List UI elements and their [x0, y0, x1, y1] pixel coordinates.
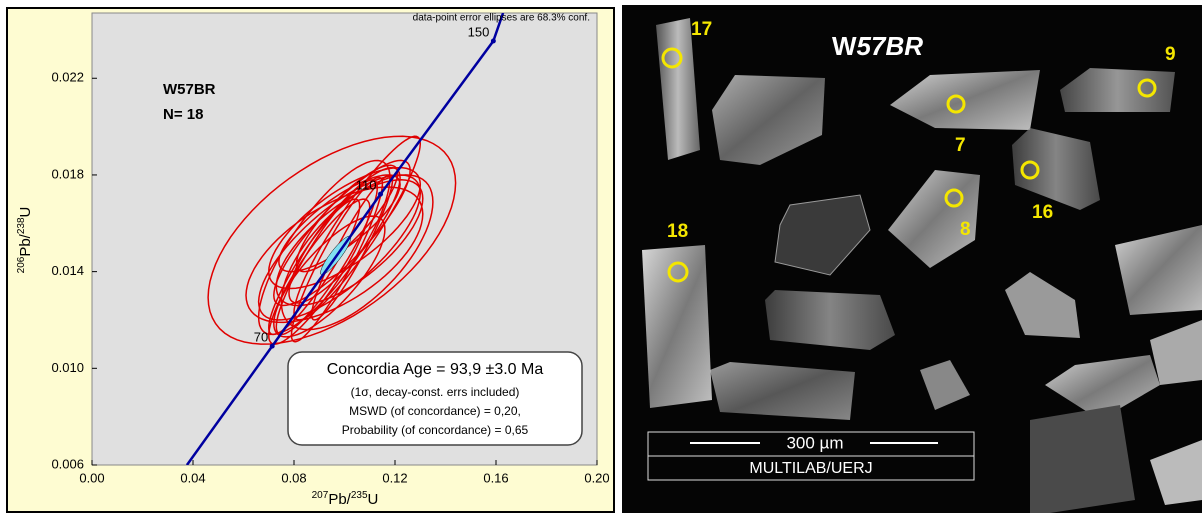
- grain: [765, 290, 895, 350]
- x-tick-label: 0.16: [483, 470, 508, 485]
- lab-label: MULTILAB/UERJ: [749, 460, 872, 477]
- x-tick-label: 0.08: [281, 470, 306, 485]
- scale-label: 300 µm: [786, 433, 843, 452]
- x-tick-label: 0.20: [584, 470, 609, 485]
- sample-label: W57BR: [163, 81, 216, 98]
- y-tick-label: 0.010: [51, 360, 84, 375]
- x-label-part: 235: [351, 490, 368, 501]
- grain: [642, 245, 712, 408]
- spot-label: 8: [960, 219, 971, 240]
- y-label-part: Pb/: [17, 233, 34, 256]
- y-tick-label: 0.014: [51, 263, 84, 278]
- cl-image: 17 9 7 8 16 18 W57BR 300 µm MULTILAB/UER…: [622, 5, 1202, 513]
- y-label-part: 206: [16, 256, 27, 273]
- spot-label: 9: [1165, 44, 1176, 65]
- result-line: Probability (of concordance) = 0,65: [342, 423, 529, 437]
- result-box: Concordia Age = 93,9 ±3.0 Ma (1σ, decay-…: [288, 352, 582, 445]
- result-line: Concordia Age = 93,9 ±3.0 Ma: [327, 361, 544, 378]
- age-mark: [491, 39, 496, 44]
- n-label: N= 18: [163, 106, 203, 123]
- grain: [1030, 405, 1135, 513]
- spot-label: 7: [955, 135, 966, 156]
- x-tick-label: 0.00: [79, 470, 104, 485]
- figure: data-point error ellipses are 68.3% conf…: [0, 0, 1202, 513]
- age-label: 110: [356, 178, 377, 193]
- image-title-part: W: [832, 31, 857, 61]
- result-line: MSWD (of concordance) = 0,20,: [349, 404, 521, 418]
- age-mark: [270, 344, 275, 349]
- y-label-part: U: [17, 207, 34, 218]
- age-label: 150: [468, 24, 490, 39]
- age-label: 70: [254, 330, 268, 345]
- age-mark: [378, 192, 383, 197]
- page: {"chart_data": {"type": "concordia", "no…: [0, 0, 1202, 513]
- y-tick-label: 0.006: [51, 456, 84, 471]
- image-title-part: 57BR: [857, 31, 924, 61]
- x-label-part: Pb/: [328, 491, 351, 508]
- result-line: (1σ, decay-const. errs included): [351, 385, 520, 399]
- y-tick-label: 0.018: [51, 166, 84, 181]
- image-title: W57BR: [832, 31, 923, 61]
- grain: [710, 362, 855, 420]
- spot-label: 18: [667, 221, 688, 242]
- note: data-point error ellipses are 68.3% conf…: [413, 13, 590, 24]
- x-tick-label: 0.04: [180, 470, 205, 485]
- x-label-part: 207: [312, 490, 329, 501]
- x-label-part: U: [368, 491, 379, 508]
- y-label-part: 238: [16, 217, 27, 234]
- spot-label: 17: [691, 19, 712, 40]
- y-tick-label: 0.022: [51, 70, 84, 85]
- spot-label: 16: [1032, 202, 1053, 223]
- x-tick-label: 0.12: [382, 470, 407, 485]
